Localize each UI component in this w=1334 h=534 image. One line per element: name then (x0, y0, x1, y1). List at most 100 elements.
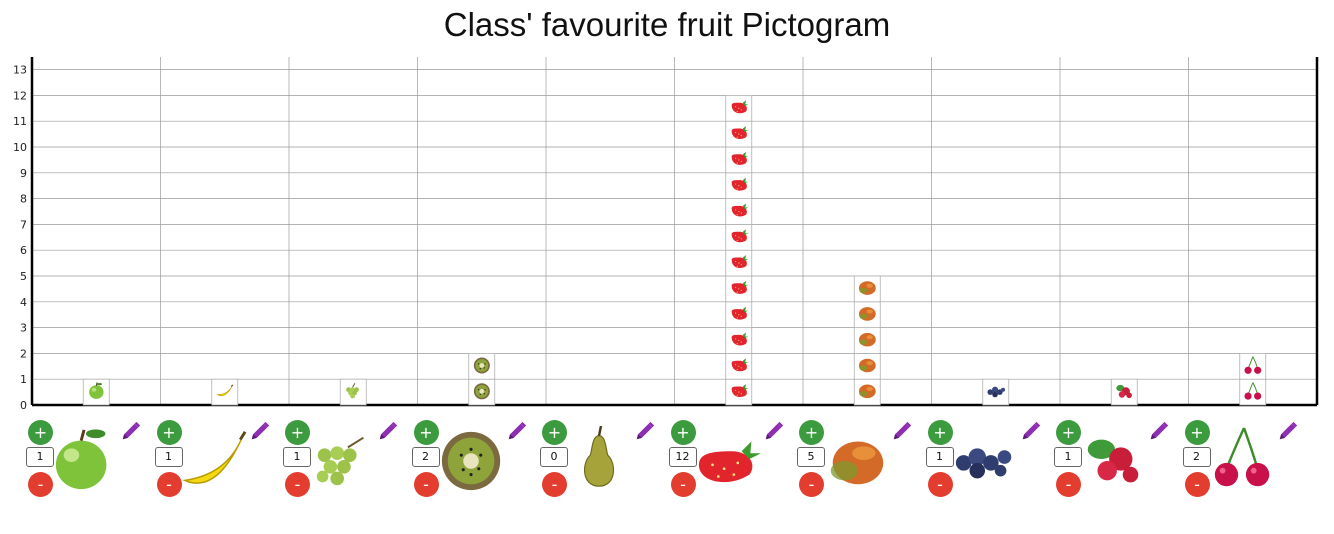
fruit-control-strawberry: +12 - (659, 418, 787, 498)
decrement-button-strawberry[interactable]: - (670, 472, 696, 497)
decrement-button-cherry[interactable]: - (1184, 472, 1210, 497)
edit-pencil-icon[interactable] (377, 420, 399, 442)
strawberry-pictogram-mark (725, 301, 753, 328)
grapes-pictogram-mark (339, 378, 367, 406)
edit-pencil-icon[interactable] (1277, 420, 1299, 442)
strawberry-pictogram-mark (725, 275, 753, 303)
edit-pencil-icon[interactable] (249, 420, 271, 442)
y-tick-label: 11 (13, 115, 27, 128)
kiwi-icon (436, 426, 508, 494)
decrement-button-cranberry[interactable]: - (1056, 472, 1081, 497)
apple-pictogram-mark (82, 378, 110, 406)
decrement-button-pear[interactable]: - (542, 472, 567, 497)
count-field-mango[interactable]: 5 (797, 447, 825, 467)
edit-pencil-icon[interactable] (506, 420, 528, 442)
decrement-button-banana[interactable]: - (156, 472, 182, 497)
banana-icon (179, 426, 251, 494)
mango-pictogram-mark (853, 327, 881, 354)
edit-pencil-icon[interactable] (634, 420, 656, 442)
mango-pictogram-mark (853, 275, 881, 303)
strawberry-pictogram-mark (725, 249, 753, 277)
mango-icon (821, 426, 893, 494)
cherry-pictogram-mark (1239, 352, 1267, 380)
fruit-control-grapes: +1 - (273, 418, 401, 498)
count-field-cranberry[interactable]: 1 (1054, 447, 1082, 467)
decrement-button-grapes[interactable]: - (285, 472, 310, 497)
pear-icon (564, 425, 636, 494)
count-field-apple[interactable]: 1 (26, 447, 54, 467)
edit-pencil-icon[interactable] (1020, 420, 1042, 442)
y-tick-label: 8 (20, 193, 27, 206)
cranberry-pictogram-mark (1110, 378, 1138, 406)
y-tick-label: 3 (20, 322, 27, 335)
y-tick-label: 6 (20, 244, 27, 257)
fruit-control-cranberry: +1 - (1044, 418, 1172, 498)
y-tick-label: 7 (20, 218, 27, 231)
y-tick-label: 1 (20, 373, 27, 386)
edit-pencil-icon[interactable] (1148, 420, 1170, 442)
kiwi-pictogram-mark (468, 352, 496, 380)
count-field-cherry[interactable]: 2 (1182, 447, 1211, 467)
strawberry-pictogram-mark (725, 327, 753, 354)
count-field-pear[interactable]: 0 (540, 447, 568, 467)
blueberry-icon (950, 426, 1022, 494)
count-field-kiwi[interactable]: 2 (411, 447, 440, 467)
banana-pictogram-mark (211, 378, 239, 406)
increment-button-banana[interactable]: + (156, 420, 182, 445)
fruit-control-pear: +0 - (530, 418, 658, 498)
increment-button-cherry[interactable]: + (1184, 420, 1210, 445)
edit-pencil-icon[interactable] (763, 420, 785, 442)
increment-button-apple[interactable]: + (28, 420, 53, 445)
increment-button-strawberry[interactable]: + (670, 420, 696, 445)
y-tick-label: 4 (20, 296, 27, 309)
count-field-grapes[interactable]: 1 (283, 447, 311, 467)
decrement-button-mango[interactable]: - (799, 472, 824, 497)
edit-pencil-icon[interactable] (120, 420, 142, 442)
mango-pictogram-mark (853, 352, 881, 380)
count-field-blueberry[interactable]: 1 (925, 447, 954, 467)
fruit-control-mango: +5 - (787, 418, 915, 498)
chart-title: Class' favourite fruit Pictogram (443, 6, 891, 43)
y-tick-label: 13 (13, 64, 27, 77)
increment-button-grapes[interactable]: + (285, 420, 310, 445)
cherry-icon (1207, 426, 1279, 494)
y-tick-label: 2 (20, 347, 27, 360)
y-tick-label: 12 (13, 89, 27, 102)
y-tick-label: 0 (20, 399, 27, 410)
cranberry-icon (1078, 426, 1150, 494)
y-tick-label: 5 (20, 270, 27, 283)
count-field-banana[interactable]: 1 (154, 447, 183, 467)
decrement-button-apple[interactable]: - (28, 472, 53, 497)
mango-pictogram-mark (853, 301, 881, 328)
fruit-control-cherry: +2 - (1173, 418, 1301, 498)
increment-button-kiwi[interactable]: + (413, 420, 439, 445)
apple-icon (50, 426, 122, 494)
y-tick-label: 9 (20, 167, 27, 180)
mango-pictogram-mark (853, 378, 881, 406)
fruit-control-apple: +1 - (16, 418, 144, 498)
strawberry-pictogram-mark (725, 95, 753, 122)
kiwi-pictogram-mark (468, 378, 496, 406)
count-field-strawberry[interactable]: 12 (668, 447, 697, 467)
increment-button-cranberry[interactable]: + (1056, 420, 1081, 445)
increment-button-blueberry[interactable]: + (927, 420, 953, 445)
strawberry-pictogram-mark (725, 378, 753, 406)
strawberry-icon (693, 426, 765, 494)
fruit-control-kiwi: +2 - (402, 418, 530, 498)
decrement-button-blueberry[interactable]: - (927, 472, 953, 497)
edit-pencil-icon[interactable] (891, 420, 913, 442)
decrement-button-kiwi[interactable]: - (413, 472, 439, 497)
blueberry-pictogram-mark (982, 378, 1010, 406)
strawberry-pictogram-mark (725, 146, 753, 174)
strawberry-pictogram-mark (725, 120, 753, 148)
cherry-pictogram-mark (1239, 378, 1267, 406)
fruit-control-blueberry: +1 - (916, 418, 1044, 498)
strawberry-pictogram-mark (725, 198, 753, 225)
grapes-icon (307, 426, 379, 494)
y-tick-label: 10 (13, 141, 27, 154)
fruit-control-banana: +1 - (145, 418, 273, 498)
increment-button-pear[interactable]: + (542, 420, 567, 445)
strawberry-pictogram-mark (725, 352, 753, 380)
increment-button-mango[interactable]: + (799, 420, 824, 445)
